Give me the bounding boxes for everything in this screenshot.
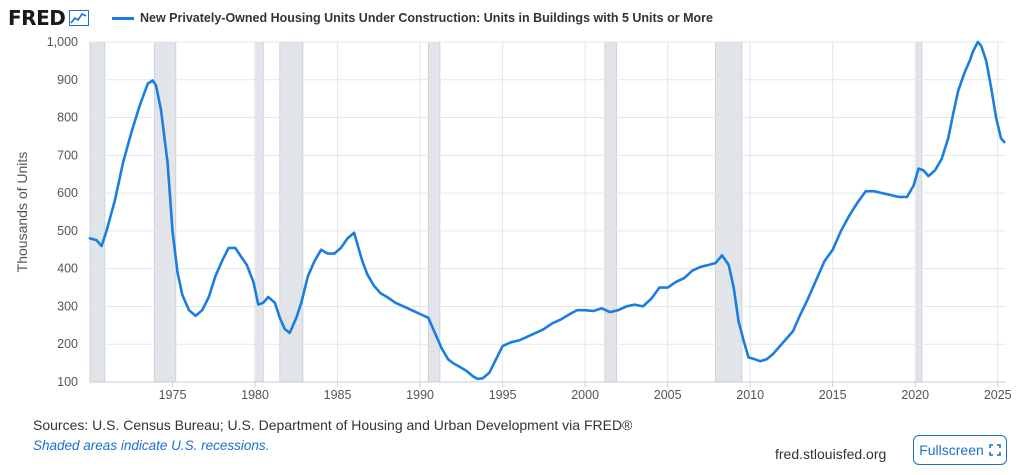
y-tick-label: 200 [57, 337, 78, 351]
y-tick-label: 300 [57, 299, 78, 313]
y-tick-label: 700 [57, 148, 78, 162]
recession-band [89, 41, 106, 383]
x-tick-label: 1980 [241, 388, 269, 402]
line-chart[interactable]: 100 200 300 400 500 600 700 800 900 1,000 1975 198… [0, 0, 1024, 410]
x-tick-label: 2005 [654, 388, 682, 402]
x-tick-label: 2015 [819, 388, 847, 402]
series-line[interactable] [88, 40, 1006, 381]
y-tick-label: 800 [57, 111, 78, 125]
y-axis-label: Thousands of Units [14, 152, 30, 273]
y-tick-label: 100 [57, 375, 78, 389]
line-chart-icon [69, 10, 90, 26]
chart-legend: New Privately-Owned Housing Units Under … [112, 11, 713, 25]
x-tick-label: 1975 [159, 388, 187, 402]
x-tick-label: 1990 [406, 388, 434, 402]
fullscreen-button[interactable]: Fullscreen [913, 435, 1007, 465]
x-tick-label: 2010 [736, 388, 764, 402]
recession-band [254, 41, 264, 383]
sources-text: Sources: U.S. Census Bureau; U.S. Depart… [33, 417, 633, 433]
fred-logo[interactable]: FRED [8, 6, 66, 30]
y-tick-label: 500 [57, 224, 78, 238]
recession-band [916, 41, 923, 383]
fred-header: FRED [8, 6, 90, 30]
x-tick-label: 2000 [571, 388, 599, 402]
plot-area [90, 42, 1006, 382]
fullscreen-label: Fullscreen [919, 442, 984, 458]
recession-band [715, 41, 743, 383]
recession-note: Shaded areas indicate U.S. recessions. [33, 438, 270, 453]
legend-swatch [112, 16, 134, 20]
expand-icon [988, 444, 1001, 456]
site-url[interactable]: fred.stlouisfed.org [775, 446, 887, 462]
y-tick-label: 600 [57, 186, 78, 200]
x-tick-label: 1985 [324, 388, 352, 402]
y-tick-label: 900 [57, 73, 78, 87]
recession-band [604, 41, 617, 383]
x-tick-label: 2025 [984, 388, 1012, 402]
legend-label: New Privately-Owned Housing Units Under … [140, 11, 713, 25]
y-tick-label: 400 [57, 262, 78, 276]
x-tick-label: 1995 [489, 388, 517, 402]
x-tick-label: 2020 [901, 388, 929, 402]
y-tick-label: 1,000 [47, 35, 78, 49]
